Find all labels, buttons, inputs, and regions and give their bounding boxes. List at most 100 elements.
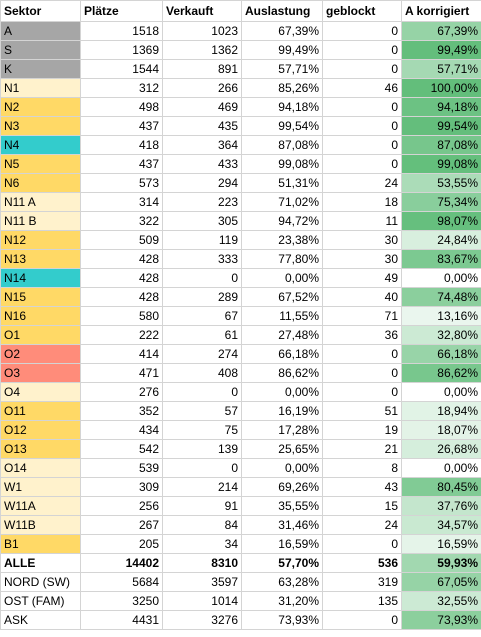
cell-auslastung[interactable]: 27,48% <box>241 325 323 345</box>
cell-plaetze[interactable]: 1369 <box>80 40 163 60</box>
cell-plaetze[interactable]: 573 <box>80 173 163 193</box>
cell-verkauft[interactable]: 61 <box>162 325 242 345</box>
cell-auslastung[interactable]: 35,55% <box>241 496 323 516</box>
cell-sektor[interactable]: N5 <box>0 154 81 174</box>
cell-plaetze[interactable]: 509 <box>80 230 163 250</box>
cell-sektor[interactable]: N16 <box>0 306 81 326</box>
cell-sektor[interactable]: O4 <box>0 382 81 402</box>
cell-geblockt[interactable]: 15 <box>322 496 402 516</box>
cell-geblockt[interactable]: 0 <box>322 610 402 630</box>
cell-geblockt[interactable]: 0 <box>322 21 402 41</box>
cell-geblockt[interactable]: 135 <box>322 591 402 611</box>
cell-sektor[interactable]: O14 <box>0 458 81 478</box>
cell-plaetze[interactable]: 1518 <box>80 21 163 41</box>
cell-sektor[interactable]: K <box>0 59 81 79</box>
cell-sektor[interactable]: N6 <box>0 173 81 193</box>
cell-a-korrigiert[interactable]: 83,67% <box>401 249 481 269</box>
cell-geblockt[interactable]: 30 <box>322 230 402 250</box>
cell-auslastung[interactable]: 17,28% <box>241 420 323 440</box>
cell-auslastung[interactable]: 51,31% <box>241 173 323 193</box>
cell-geblockt[interactable]: 36 <box>322 325 402 345</box>
cell-a-korrigiert[interactable]: 57,71% <box>401 59 481 79</box>
cell-verkauft[interactable]: 214 <box>162 477 242 497</box>
cell-a-korrigiert[interactable]: 99,54% <box>401 116 481 136</box>
cell-auslastung[interactable]: 71,02% <box>241 192 323 212</box>
cell-geblockt[interactable]: 40 <box>322 287 402 307</box>
header-plaetze[interactable]: Plätze <box>80 0 163 22</box>
cell-auslastung[interactable]: 67,39% <box>241 21 323 41</box>
cell-a-korrigiert[interactable]: 32,80% <box>401 325 481 345</box>
cell-plaetze[interactable]: 322 <box>80 211 163 231</box>
header-a-korrigiert[interactable]: A korrigiert <box>401 0 481 22</box>
cell-a-korrigiert[interactable]: 53,55% <box>401 173 481 193</box>
cell-auslastung[interactable]: 67,52% <box>241 287 323 307</box>
cell-verkauft[interactable]: 433 <box>162 154 242 174</box>
cell-geblockt[interactable]: 30 <box>322 249 402 269</box>
cell-a-korrigiert[interactable]: 0,00% <box>401 458 481 478</box>
cell-sektor[interactable]: N12 <box>0 230 81 250</box>
cell-a-korrigiert[interactable]: 74,48% <box>401 287 481 307</box>
cell-plaetze[interactable]: 418 <box>80 135 163 155</box>
cell-geblockt[interactable]: 24 <box>322 515 402 535</box>
cell-auslastung[interactable]: 25,65% <box>241 439 323 459</box>
cell-geblockt[interactable]: 0 <box>322 382 402 402</box>
cell-geblockt[interactable]: 0 <box>322 97 402 117</box>
cell-plaetze[interactable]: 352 <box>80 401 163 421</box>
cell-sektor[interactable]: B1 <box>0 534 81 554</box>
cell-verkauft[interactable]: 274 <box>162 344 242 364</box>
cell-plaetze[interactable]: 498 <box>80 97 163 117</box>
cell-sektor[interactable]: A <box>0 21 81 41</box>
cell-a-korrigiert[interactable]: 24,84% <box>401 230 481 250</box>
cell-a-korrigiert[interactable]: 94,18% <box>401 97 481 117</box>
cell-sektor[interactable]: W11A <box>0 496 81 516</box>
cell-geblockt[interactable]: 24 <box>322 173 402 193</box>
cell-sektor[interactable]: N4 <box>0 135 81 155</box>
cell-plaetze[interactable]: 5684 <box>80 572 163 592</box>
cell-geblockt[interactable]: 536 <box>322 553 402 573</box>
cell-plaetze[interactable]: 309 <box>80 477 163 497</box>
cell-verkauft[interactable]: 8310 <box>162 553 242 573</box>
cell-sektor[interactable]: N11 A <box>0 192 81 212</box>
cell-geblockt[interactable]: 8 <box>322 458 402 478</box>
header-sektor[interactable]: Sektor <box>0 0 81 22</box>
cell-auslastung[interactable]: 69,26% <box>241 477 323 497</box>
cell-a-korrigiert[interactable]: 32,55% <box>401 591 481 611</box>
cell-auslastung[interactable]: 85,26% <box>241 78 323 98</box>
cell-geblockt[interactable]: 19 <box>322 420 402 440</box>
cell-plaetze[interactable]: 428 <box>80 287 163 307</box>
cell-auslastung[interactable]: 63,28% <box>241 572 323 592</box>
cell-sektor[interactable]: OST (FAM) <box>0 591 81 611</box>
cell-sektor[interactable]: ALLE <box>0 553 81 573</box>
cell-a-korrigiert[interactable]: 34,57% <box>401 515 481 535</box>
cell-sektor[interactable]: W1 <box>0 477 81 497</box>
cell-sektor[interactable]: W11B <box>0 515 81 535</box>
cell-a-korrigiert[interactable]: 100,00% <box>401 78 481 98</box>
cell-a-korrigiert[interactable]: 67,39% <box>401 21 481 41</box>
cell-sektor[interactable]: O3 <box>0 363 81 383</box>
cell-a-korrigiert[interactable]: 26,68% <box>401 439 481 459</box>
cell-geblockt[interactable]: 49 <box>322 268 402 288</box>
cell-plaetze[interactable]: 437 <box>80 154 163 174</box>
cell-plaetze[interactable]: 428 <box>80 268 163 288</box>
cell-plaetze[interactable]: 205 <box>80 534 163 554</box>
cell-plaetze[interactable]: 222 <box>80 325 163 345</box>
cell-plaetze[interactable]: 471 <box>80 363 163 383</box>
cell-verkauft[interactable]: 91 <box>162 496 242 516</box>
cell-sektor[interactable]: O11 <box>0 401 81 421</box>
cell-auslastung[interactable]: 57,70% <box>241 553 323 573</box>
cell-geblockt[interactable]: 319 <box>322 572 402 592</box>
cell-plaetze[interactable]: 14402 <box>80 553 163 573</box>
cell-geblockt[interactable]: 0 <box>322 363 402 383</box>
cell-verkauft[interactable]: 333 <box>162 249 242 269</box>
cell-auslastung[interactable]: 77,80% <box>241 249 323 269</box>
cell-auslastung[interactable]: 94,72% <box>241 211 323 231</box>
cell-auslastung[interactable]: 94,18% <box>241 97 323 117</box>
cell-auslastung[interactable]: 16,59% <box>241 534 323 554</box>
cell-sektor[interactable]: N15 <box>0 287 81 307</box>
cell-sektor[interactable]: N11 B <box>0 211 81 231</box>
cell-auslastung[interactable]: 0,00% <box>241 268 323 288</box>
cell-sektor[interactable]: N13 <box>0 249 81 269</box>
cell-sektor[interactable]: N1 <box>0 78 81 98</box>
cell-plaetze[interactable]: 414 <box>80 344 163 364</box>
cell-plaetze[interactable]: 312 <box>80 78 163 98</box>
